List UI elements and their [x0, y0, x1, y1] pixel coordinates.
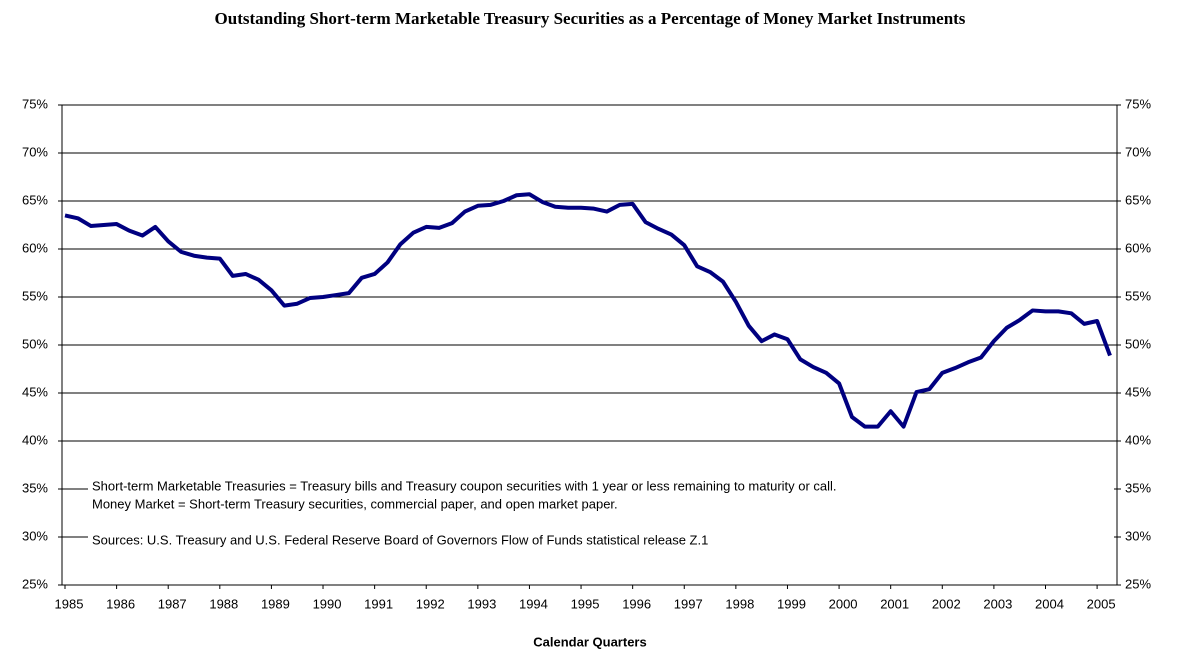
x-axis-label: Calendar Quarters	[533, 634, 646, 649]
annotation: Sources: U.S. Treasury and U.S. Federal …	[92, 532, 708, 547]
y2-tick-label: 75%	[1125, 96, 1151, 111]
x-tick-label: 2001	[880, 596, 909, 611]
chart-title: Outstanding Short-term Marketable Treasu…	[214, 9, 966, 28]
x-tick-label: 1996	[622, 596, 651, 611]
x-tick-label: 1988	[209, 596, 238, 611]
x-tick-label: 1998	[725, 596, 754, 611]
y2-tick-label: 35%	[1125, 480, 1151, 495]
y-tick-label: 50%	[22, 336, 48, 351]
y-tick-label: 75%	[22, 96, 48, 111]
y2-tick-label: 70%	[1125, 144, 1151, 159]
y-tick-label: 40%	[22, 432, 48, 447]
y2-tick-label: 60%	[1125, 240, 1151, 255]
y2-tick-label: 45%	[1125, 384, 1151, 399]
x-tick-label: 1986	[106, 596, 135, 611]
y-tick-label: 65%	[22, 192, 48, 207]
x-tick-label: 1991	[364, 596, 393, 611]
y-tick-label: 45%	[22, 384, 48, 399]
y2-tick-label: 55%	[1125, 288, 1151, 303]
annotation: Short-term Marketable Treasuries = Treas…	[92, 478, 837, 493]
x-tick-label: 1995	[571, 596, 600, 611]
x-tick-label: 2000	[829, 596, 858, 611]
x-tick-label: 2004	[1035, 596, 1064, 611]
y-tick-label: 35%	[22, 480, 48, 495]
x-tick-label: 1994	[519, 596, 548, 611]
y2-tick-label: 25%	[1125, 576, 1151, 591]
x-tick-label: 2005	[1087, 596, 1116, 611]
x-tick-label: 1987	[158, 596, 187, 611]
x-tick-label: 1997	[674, 596, 703, 611]
annotation: Money Market = Short-term Treasury secur…	[92, 496, 618, 511]
x-tick-label: 1989	[261, 596, 290, 611]
x-tick-label: 1990	[313, 596, 342, 611]
x-tick-label: 2002	[932, 596, 961, 611]
x-tick-label: 2003	[983, 596, 1012, 611]
data-line	[64, 192, 1112, 429]
y2-tick-label: 65%	[1125, 192, 1151, 207]
y2-tick-label: 50%	[1125, 336, 1151, 351]
x-tick-label: 1999	[777, 596, 806, 611]
x-tick-label: 1992	[416, 596, 445, 611]
y-tick-label: 30%	[22, 528, 48, 543]
y-tick-label: 60%	[22, 240, 48, 255]
y2-tick-label: 40%	[1125, 432, 1151, 447]
y-tick-label: 25%	[22, 576, 48, 591]
x-tick-label: 1993	[467, 596, 496, 611]
x-tick-label: 1985	[55, 596, 84, 611]
annotation-box	[88, 476, 1114, 552]
y2-tick-label: 30%	[1125, 528, 1151, 543]
y-tick-label: 70%	[22, 144, 48, 159]
y-tick-label: 55%	[22, 288, 48, 303]
